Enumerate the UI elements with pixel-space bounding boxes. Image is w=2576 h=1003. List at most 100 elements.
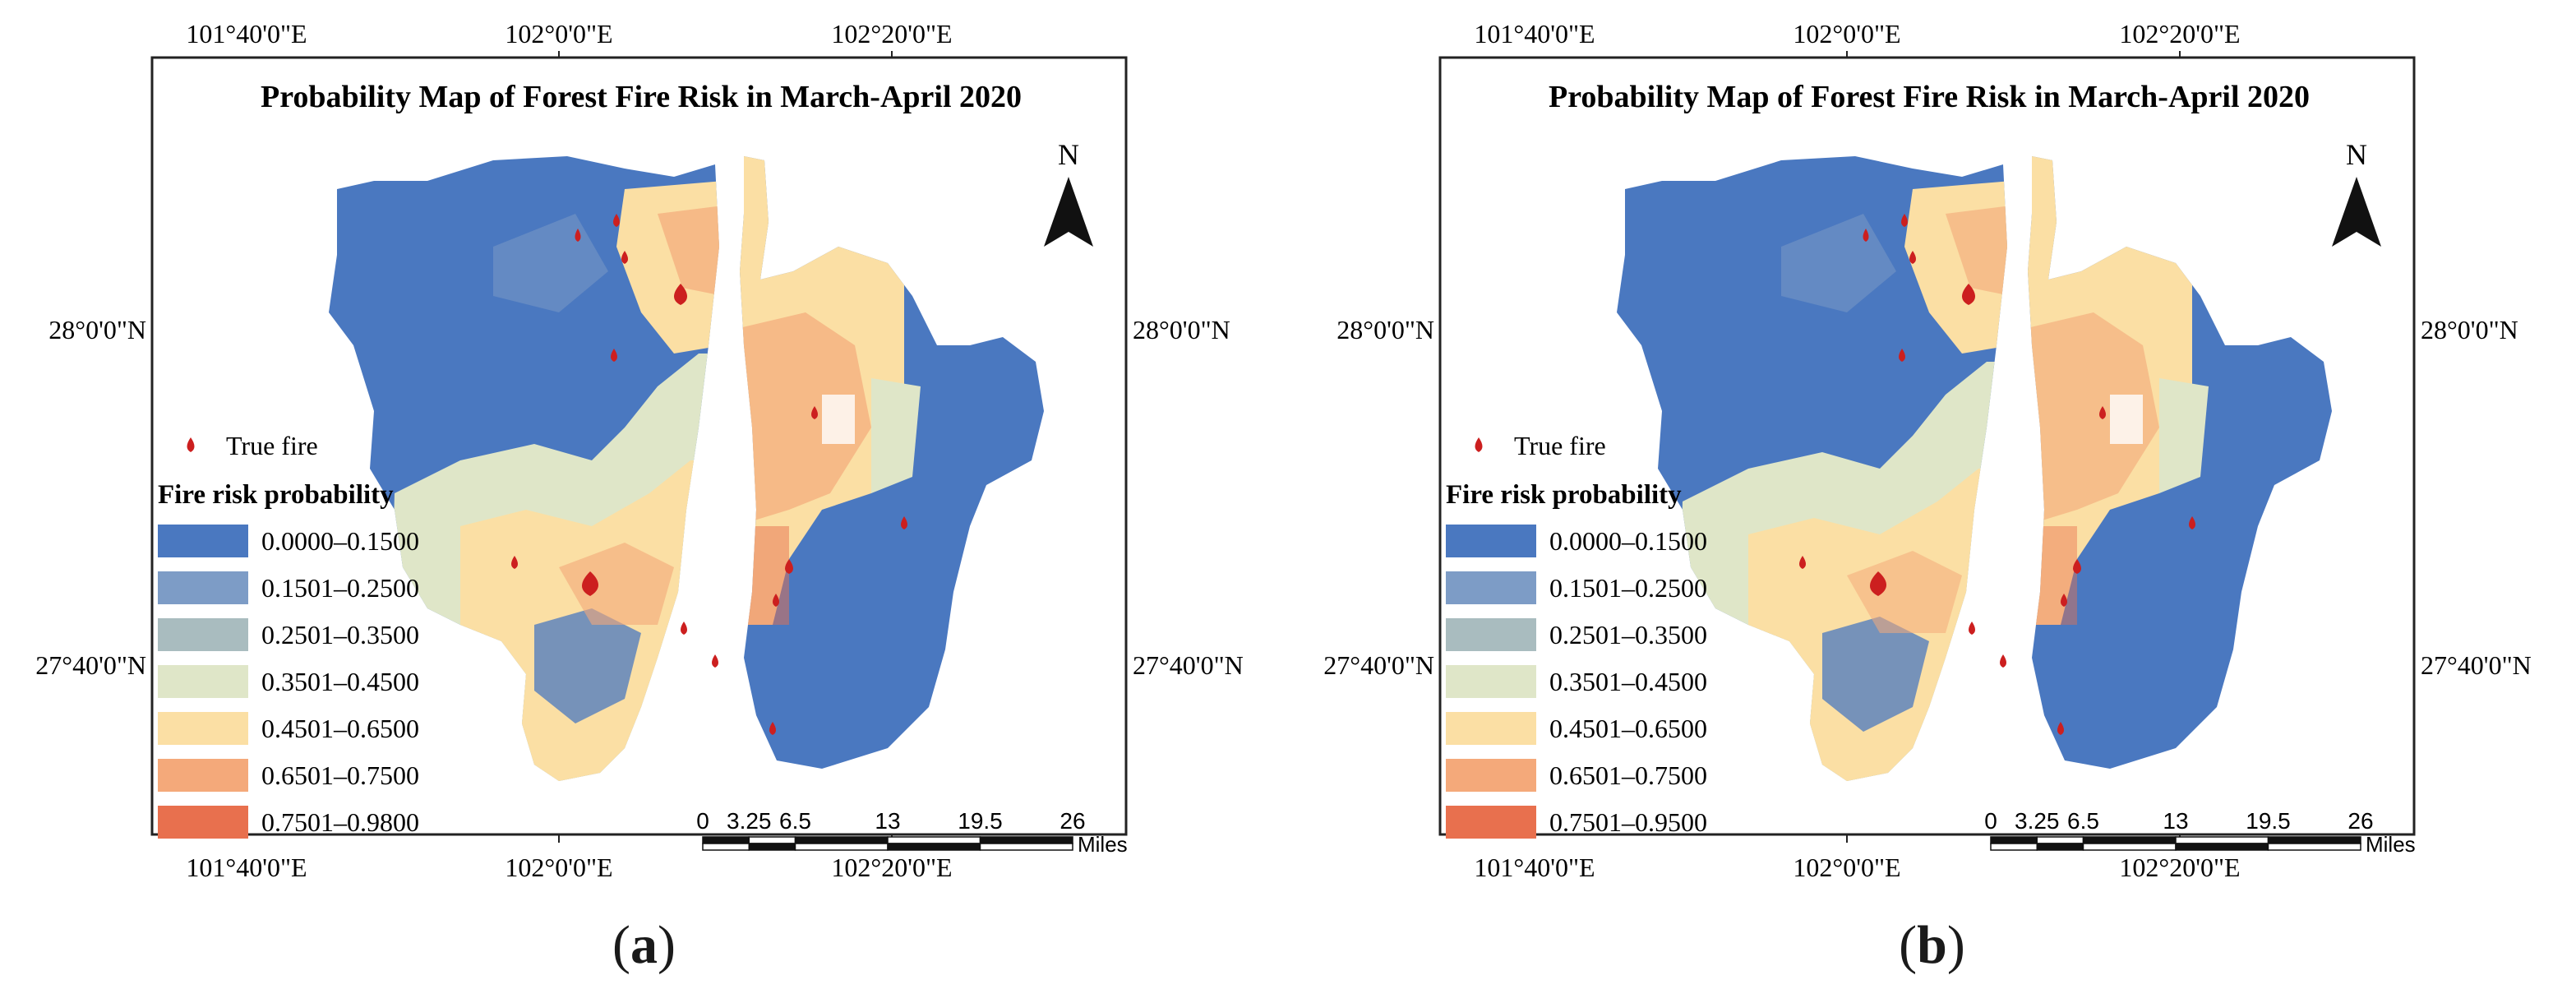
legend-class-label: 0.2501–0.3500 (261, 620, 419, 649)
map-panel-b: 101°40'0"E 102°0'0"E 102°20'0"E 101°40'0… (1288, 0, 2576, 1003)
fire-marker (611, 349, 617, 362)
legend-class-label: 0.3501–0.4500 (261, 667, 419, 696)
scale-segment (702, 836, 750, 844)
scale-tick-label: 6.5 (779, 808, 811, 834)
legend-swatch (1446, 665, 1536, 698)
lon-label-top-2: 102°0'0"E (505, 19, 612, 49)
lon-label-bottom-2: 102°0'0"E (1793, 853, 1900, 882)
legend-swatch (1446, 525, 1536, 557)
legend-class-label: 0.1501–0.2500 (1549, 573, 1707, 603)
fire-marker (681, 622, 687, 635)
fire-marker (2000, 654, 2006, 668)
lon-label-bottom-2: 102°0'0"E (505, 853, 612, 882)
scale-tick-label: 0 (696, 808, 709, 834)
lat-label-left-2: 27°40'0"N (1323, 650, 1434, 680)
scale-tick-label: 3.25 (2015, 808, 2060, 834)
north-arrow-icon: N (2332, 138, 2381, 247)
north-arrow-icon: N (1044, 138, 1093, 247)
fire-marker (2099, 406, 2106, 419)
scale-tick-label: 13 (875, 808, 900, 834)
map-title: Probability Map of Forest Fire Risk in M… (261, 80, 1022, 114)
lat-label-right-1: 28°0'0"N (1133, 315, 1230, 344)
fire-marker (712, 654, 718, 668)
scale-unit-label: Miles (1078, 832, 1128, 857)
scale-tick-label: 19.5 (2246, 808, 2291, 834)
scale-tick-label: 19.5 (958, 808, 1003, 834)
legend-swatch (1446, 618, 1536, 651)
fire-marker (773, 594, 779, 607)
lon-label-bottom-1: 101°40'0"E (1474, 853, 1595, 882)
legend-class-label: 0.0000–0.1500 (261, 526, 419, 556)
lat-label-right-2: 27°40'0"N (2421, 650, 2532, 680)
legend-swatch (1446, 806, 1536, 839)
scale-tick-label: 13 (2163, 808, 2188, 834)
true-fire-legend-icon (187, 437, 195, 452)
map-frame (1438, 56, 2416, 836)
scale-segment (748, 836, 796, 844)
fire-marker (575, 229, 581, 242)
legend-true-fire-label: True fire (226, 431, 318, 460)
map-title: Probability Map of Forest Fire Risk in M… (1549, 80, 2310, 114)
fire-marker (901, 516, 907, 529)
legend-swatch (158, 571, 248, 604)
legend-title: Fire risk probability (158, 480, 394, 510)
fire-marker (582, 571, 598, 596)
scale-segment (1990, 836, 2038, 844)
lon-label-top-3: 102°20'0"E (831, 19, 952, 49)
lat-label-left-1: 28°0'0"N (1336, 315, 1434, 344)
fire-markers (1799, 214, 2195, 735)
landmass-east (740, 156, 1044, 769)
lon-label-top-2: 102°0'0"E (1793, 19, 1900, 49)
lon-label-bottom-1: 101°40'0"E (186, 853, 307, 882)
scale-tick-label: 26 (2347, 808, 2373, 834)
scale-unit-label: Miles (2366, 832, 2416, 857)
map-figure: 101°40'0"E 102°0'0"E 102°20'0"E 101°40'0… (1323, 19, 2532, 882)
lon-label-bottom-3: 102°20'0"E (831, 853, 952, 882)
legend-class-label: 0.3501–0.4500 (1549, 667, 1707, 696)
fire-marker (2057, 722, 2064, 735)
fire-marker (2189, 516, 2195, 529)
fire-marker (1901, 214, 1908, 227)
legend-class-label: 0.7501–0.9500 (1549, 807, 1707, 837)
legend-swatch (1446, 712, 1536, 745)
fire-marker (1962, 284, 1975, 305)
fire-marker (785, 559, 793, 574)
scale-segment (794, 843, 889, 851)
legend-class-label: 0.2501–0.3500 (1549, 620, 1707, 649)
legend-swatch (158, 759, 248, 792)
fire-marker (1909, 251, 1916, 264)
scale-segment (2036, 836, 2084, 844)
lat-label-right-1: 28°0'0"N (2421, 315, 2518, 344)
legend-class-label: 0.7501–0.9800 (261, 807, 419, 837)
panel-caption: (a) (612, 915, 676, 975)
true-fire-legend-icon (1475, 437, 1483, 452)
fire-marker (613, 214, 620, 227)
scale-segment (979, 836, 1073, 844)
legend-class-label: 0.0000–0.1500 (1549, 526, 1707, 556)
scale-segment (748, 843, 796, 851)
scale-segment (2175, 836, 2269, 844)
scale-tick-label: 6.5 (2067, 808, 2099, 834)
landmass-east (2028, 156, 2332, 769)
scale-segment (2082, 843, 2177, 851)
fire-marker (511, 556, 518, 569)
fire-marker (2073, 559, 2081, 574)
legend-swatch (158, 665, 248, 698)
scale-segment (887, 836, 981, 844)
map-panel-a: 101°40'0"E 102°0'0"E 102°20'0"E 101°40'0… (35, 19, 1243, 975)
legend-swatch (158, 806, 248, 839)
legend-class-label: 0.6501–0.7500 (261, 760, 419, 790)
fire-marker (2061, 594, 2067, 607)
scale-segment (2082, 836, 2177, 844)
legend-class-label: 0.4501–0.6500 (261, 714, 419, 743)
lat-label-left-2: 27°40'0"N (35, 650, 146, 680)
map-figure: 101°40'0"E 102°0'0"E 102°20'0"E 101°40'0… (35, 19, 1243, 882)
fire-marker (621, 251, 628, 264)
fire-marker (1969, 622, 1975, 635)
legend-swatch (158, 525, 248, 557)
legend-swatch (1446, 759, 1536, 792)
scale-segment (979, 843, 1073, 851)
legend-title: Fire risk probability (1446, 480, 1682, 510)
